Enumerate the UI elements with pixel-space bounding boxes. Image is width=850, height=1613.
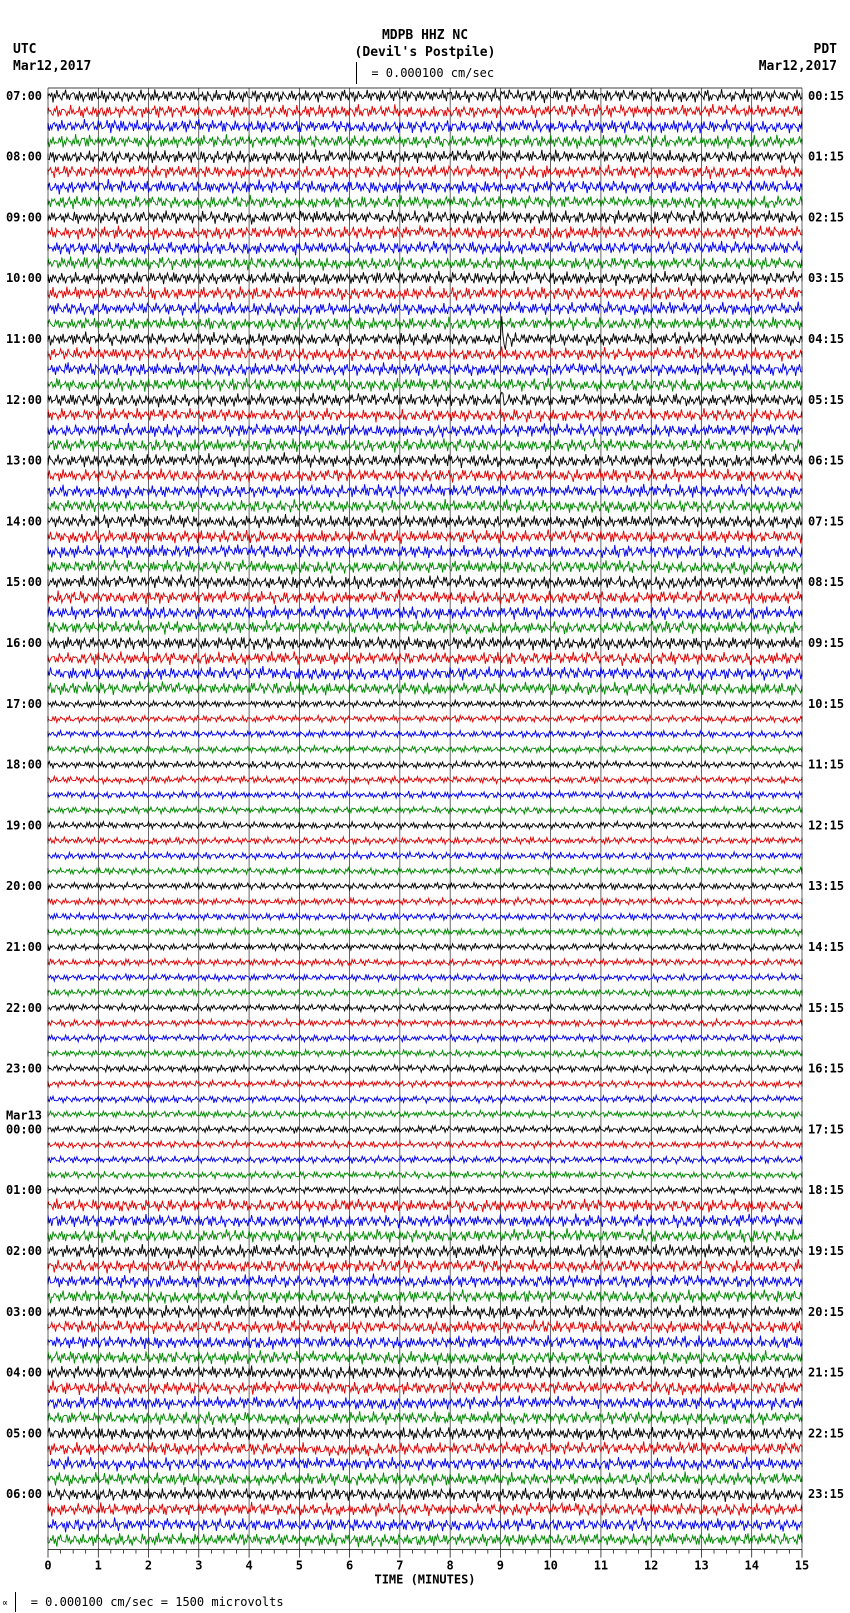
svg-text:13: 13 — [694, 1559, 708, 1573]
svg-text:13:15: 13:15 — [808, 879, 844, 893]
svg-text:14:15: 14:15 — [808, 940, 844, 954]
svg-text:15: 15 — [795, 1559, 809, 1573]
svg-text:02:00: 02:00 — [6, 1244, 42, 1258]
svg-text:08:15: 08:15 — [808, 575, 844, 589]
svg-text:18:15: 18:15 — [808, 1183, 844, 1197]
svg-text:21:00: 21:00 — [6, 940, 42, 954]
svg-text:10:00: 10:00 — [6, 271, 42, 285]
svg-text:03:15: 03:15 — [808, 271, 844, 285]
svg-text:09:00: 09:00 — [6, 210, 42, 224]
svg-text:19:15: 19:15 — [808, 1244, 844, 1258]
svg-text:22:15: 22:15 — [808, 1426, 844, 1440]
svg-text:10: 10 — [543, 1559, 557, 1573]
seismogram-svg: 07:0008:0009:0010:0011:0012:0013:0014:00… — [48, 86, 802, 1601]
svg-text:10:15: 10:15 — [808, 697, 844, 711]
svg-text:05:15: 05:15 — [808, 393, 844, 407]
svg-text:03:00: 03:00 — [6, 1305, 42, 1319]
station-line2: (Devil's Postpile) — [0, 45, 850, 62]
svg-text:15:15: 15:15 — [808, 1001, 844, 1015]
svg-text:08:00: 08:00 — [6, 150, 42, 164]
footer-block: ∝ = 0.000100 cm/sec = 1500 microvolts — [2, 1595, 284, 1609]
svg-text:01:15: 01:15 — [808, 150, 844, 164]
footer-prefix-icon: ∝ — [2, 1598, 8, 1609]
svg-text:20:00: 20:00 — [6, 879, 42, 893]
svg-text:13:00: 13:00 — [6, 454, 42, 468]
svg-text:0: 0 — [44, 1559, 51, 1573]
svg-text:00:15: 00:15 — [808, 89, 844, 103]
svg-text:Mar13: Mar13 — [6, 1108, 42, 1122]
svg-text:00:00: 00:00 — [6, 1122, 42, 1136]
svg-text:12: 12 — [644, 1559, 658, 1573]
svg-text:07:00: 07:00 — [6, 89, 42, 103]
svg-text:17:00: 17:00 — [6, 697, 42, 711]
svg-text:8: 8 — [447, 1559, 454, 1573]
svg-text:21:15: 21:15 — [808, 1366, 844, 1380]
header-block: MDPB HHZ NC (Devil's Postpile) = 0.00010… — [0, 28, 850, 81]
svg-text:18:00: 18:00 — [6, 758, 42, 772]
svg-text:02:15: 02:15 — [808, 210, 844, 224]
seismogram-container: UTC Mar12,2017 MDPB HHZ NC (Devil's Post… — [0, 0, 850, 1613]
svg-text:07:15: 07:15 — [808, 514, 844, 528]
svg-text:04:15: 04:15 — [808, 332, 844, 346]
svg-text:14: 14 — [745, 1559, 759, 1573]
svg-text:16:15: 16:15 — [808, 1062, 844, 1076]
station-line1: MDPB HHZ NC — [0, 28, 850, 45]
svg-text:11:15: 11:15 — [808, 758, 844, 772]
scale-bar-icon — [356, 62, 364, 84]
svg-text:5: 5 — [296, 1559, 303, 1573]
svg-text:01:00: 01:00 — [6, 1183, 42, 1197]
tz-right-label: PDT — [759, 42, 837, 59]
svg-text:06:00: 06:00 — [6, 1487, 42, 1501]
svg-text:16:00: 16:00 — [6, 636, 42, 650]
svg-text:9: 9 — [497, 1559, 504, 1573]
svg-text:09:15: 09:15 — [808, 636, 844, 650]
tz-right-date: Mar12,2017 — [759, 59, 837, 76]
tz-right-block: PDT Mar12,2017 — [759, 42, 837, 76]
svg-text:12:00: 12:00 — [6, 393, 42, 407]
svg-text:1: 1 — [95, 1559, 102, 1573]
svg-text:23:00: 23:00 — [6, 1062, 42, 1076]
svg-text:17:15: 17:15 — [808, 1122, 844, 1136]
svg-text:TIME (MINUTES): TIME (MINUTES) — [374, 1573, 475, 1587]
footer-bar-icon — [15, 1592, 23, 1612]
scale-indicator: = 0.000100 cm/sec — [0, 66, 850, 82]
svg-text:05:00: 05:00 — [6, 1426, 42, 1440]
svg-text:23:15: 23:15 — [808, 1487, 844, 1501]
svg-text:4: 4 — [245, 1559, 252, 1573]
svg-text:11:00: 11:00 — [6, 332, 42, 346]
plot-area: 07:0008:0009:0010:0011:0012:0013:0014:00… — [48, 86, 802, 1556]
svg-text:3: 3 — [195, 1559, 202, 1573]
svg-text:2: 2 — [145, 1559, 152, 1573]
svg-text:12:15: 12:15 — [808, 818, 844, 832]
svg-text:14:00: 14:00 — [6, 514, 42, 528]
svg-text:04:00: 04:00 — [6, 1366, 42, 1380]
svg-text:6: 6 — [346, 1559, 353, 1573]
svg-text:06:15: 06:15 — [808, 454, 844, 468]
scale-text: = 0.000100 cm/sec — [371, 66, 494, 80]
svg-text:22:00: 22:00 — [6, 1001, 42, 1015]
svg-text:7: 7 — [396, 1559, 403, 1573]
svg-text:15:00: 15:00 — [6, 575, 42, 589]
svg-text:19:00: 19:00 — [6, 818, 42, 832]
svg-text:11: 11 — [594, 1559, 608, 1573]
svg-text:20:15: 20:15 — [808, 1305, 844, 1319]
footer-text: = 0.000100 cm/sec = 1500 microvolts — [31, 1595, 284, 1609]
